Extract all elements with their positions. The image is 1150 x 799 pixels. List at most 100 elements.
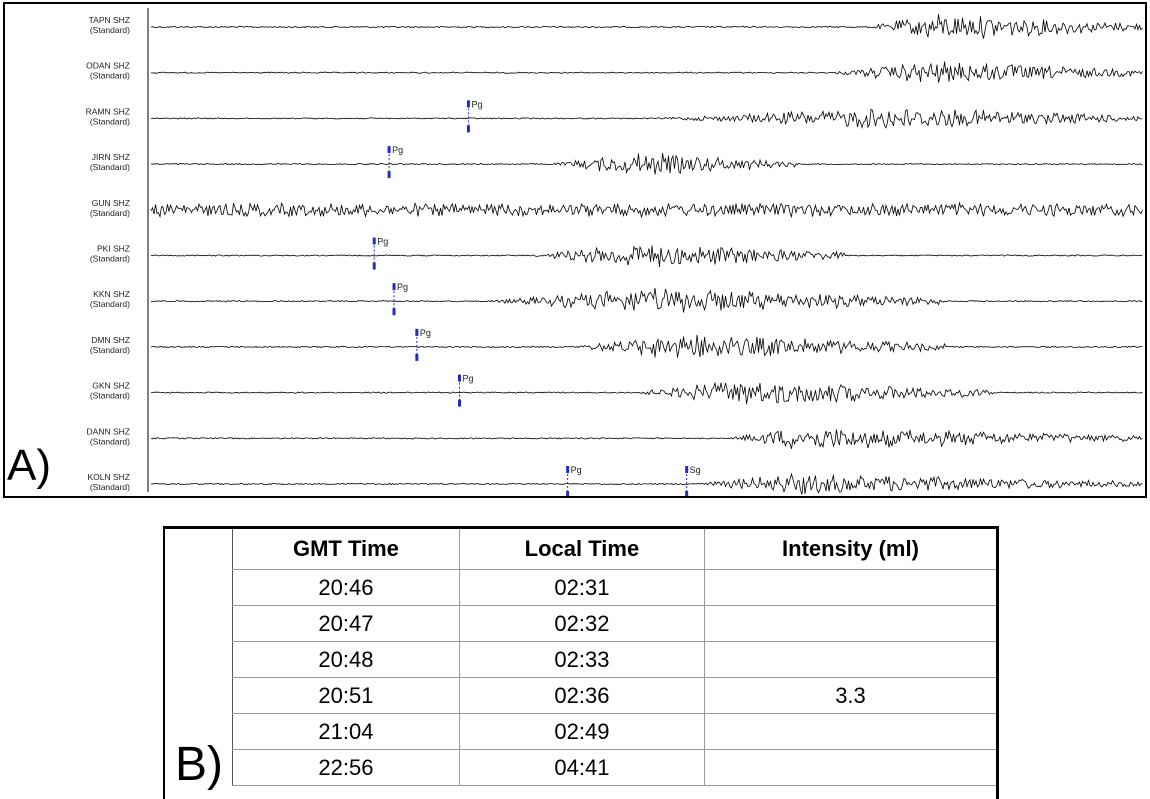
waveform-trace xyxy=(150,245,1143,268)
waveform-trace xyxy=(150,153,1143,175)
cell-intensity: 3.3 xyxy=(703,677,996,714)
station-filter-label: (Standard) xyxy=(90,116,130,126)
station-name-label: JIRN SHZ xyxy=(92,152,130,162)
event-time-table: GMT Time Local Time Intensity (ml) 20:46… xyxy=(232,529,996,786)
cell-local-time: 02:33 xyxy=(458,641,705,678)
station-filter-label: (Standard) xyxy=(90,299,130,309)
phase-pick-tick xyxy=(387,146,391,154)
station-filter-label: (Standard) xyxy=(90,482,130,492)
waveform-trace xyxy=(150,429,1143,449)
cell-gmt-time: 20:47 xyxy=(232,605,460,642)
phase-pick-tick xyxy=(372,262,376,270)
waveform-trace xyxy=(150,61,1143,83)
phase-pick-label: Pg xyxy=(397,282,408,292)
phase-pick-tick xyxy=(372,237,376,245)
cell-intensity xyxy=(703,605,996,642)
station-name-label: GUN SHZ xyxy=(92,198,130,208)
cell-intensity xyxy=(703,749,996,786)
trace-row: DMN SHZ(Standard) Pg xyxy=(90,328,1143,361)
header-gmt-time: GMT Time xyxy=(232,529,460,570)
phase-pick-tick xyxy=(392,308,396,316)
phase-pick-tick xyxy=(685,491,689,496)
station-name-label: PKI SHZ xyxy=(97,244,130,254)
station-name-label: DANN SHZ xyxy=(87,426,130,436)
cell-local-time: 02:32 xyxy=(458,605,705,642)
table-header-row: GMT Time Local Time Intensity (ml) xyxy=(232,529,996,570)
phase-pick-tick xyxy=(415,353,419,361)
phase-pick-label: Sg xyxy=(690,465,701,475)
station-filter-label: (Standard) xyxy=(90,391,130,401)
panel-b-label: B) xyxy=(175,738,223,791)
phase-pick-label: Pg xyxy=(471,99,482,109)
phase-pick-tick xyxy=(415,328,419,336)
station-filter-label: (Standard) xyxy=(90,71,130,81)
cell-local-time: 02:36 xyxy=(458,677,705,714)
phase-pick-tick xyxy=(392,283,396,291)
header-intensity: Intensity (ml) xyxy=(703,529,996,570)
station-name-label: GKN SHZ xyxy=(92,381,130,391)
table-row: 20:47 02:32 xyxy=(232,605,996,642)
table-row: 21:04 02:49 xyxy=(232,713,996,750)
trace-row: JIRN SHZ(Standard) Pg xyxy=(90,145,1143,179)
trace-row: PKI SHZ(Standard) Pg xyxy=(90,237,1143,270)
time-table-panel: B) GMT Time Local Time Intensity (ml) 20… xyxy=(163,526,999,799)
cell-gmt-time: 20:46 xyxy=(232,569,460,606)
table-row: 20:46 02:31 xyxy=(232,569,996,606)
phase-pick-tick xyxy=(466,100,470,108)
station-filter-label: (Standard) xyxy=(90,25,130,35)
cell-gmt-time: 22:56 xyxy=(232,749,460,786)
station-name-label: KKN SHZ xyxy=(93,289,130,299)
header-local-time: Local Time xyxy=(458,529,705,570)
waveform-trace xyxy=(150,287,1143,313)
cell-intensity xyxy=(703,569,996,606)
waveform-trace xyxy=(150,201,1143,219)
station-filter-label: (Standard) xyxy=(90,345,130,355)
cell-intensity xyxy=(703,641,996,678)
station-name-label: TAPN SHZ xyxy=(89,15,130,25)
cell-gmt-time: 20:51 xyxy=(232,677,460,714)
waveform-trace xyxy=(150,108,1143,129)
table-row: 20:48 02:33 xyxy=(232,641,996,678)
phase-pick-label: Pg xyxy=(392,145,403,155)
waveform-trace xyxy=(150,472,1143,495)
phase-pick-tick xyxy=(566,491,570,496)
phase-pick-label: Pg xyxy=(571,465,582,475)
trace-row: RAMN SHZ(Standard) Pg xyxy=(86,99,1143,133)
waveform-trace xyxy=(150,334,1143,358)
station-name-label: KOLN SHZ xyxy=(87,472,130,482)
cell-intensity xyxy=(703,713,996,750)
phase-pick-label: Pg xyxy=(420,328,431,338)
panel-a-label: A) xyxy=(7,441,51,490)
cell-gmt-time: 20:48 xyxy=(232,641,460,678)
station-name-label: ODAN SHZ xyxy=(86,61,130,71)
waveform-trace xyxy=(150,382,1143,405)
phase-pick-tick xyxy=(387,171,391,179)
phase-pick-tick xyxy=(458,399,462,407)
station-filter-label: (Standard) xyxy=(90,162,130,172)
station-filter-label: (Standard) xyxy=(90,208,130,218)
phase-pick-label: Pg xyxy=(377,237,388,247)
phase-pick-tick xyxy=(685,466,689,473)
seismogram-panel: TAPN SHZ (Standard) ODAN SHZ (Standard) RAMN… xyxy=(3,2,1147,498)
cell-local-time: 04:41 xyxy=(458,749,705,786)
seismogram-chart: TAPN SHZ(Standard)ODAN SHZ(Standard)RAMN… xyxy=(86,8,1143,496)
trace-row: GKN SHZ(Standard) Pg xyxy=(90,374,1143,407)
cell-local-time: 02:31 xyxy=(458,569,705,606)
station-name-label: DMN SHZ xyxy=(91,335,130,345)
station-filter-label: (Standard) xyxy=(90,436,130,446)
trace-row: KKN SHZ(Standard) Pg xyxy=(90,282,1143,316)
waveform-trace xyxy=(150,14,1143,39)
cell-gmt-time: 21:04 xyxy=(232,713,460,750)
phase-pick-tick xyxy=(466,125,470,133)
trace-row: ODAN SHZ(Standard) xyxy=(86,61,1143,83)
station-filter-label: (Standard) xyxy=(90,254,130,264)
phase-pick-tick xyxy=(566,466,570,473)
phase-pick-label: Pg xyxy=(463,374,474,384)
table-row: 22:56 04:41 xyxy=(232,749,996,786)
cell-local-time: 02:49 xyxy=(458,713,705,750)
trace-row: KOLN SHZ(Standard) Pg Sg xyxy=(87,465,1143,496)
table-row: 20:51 02:36 3.3 xyxy=(232,677,996,714)
trace-row: GUN SHZ(Standard) xyxy=(90,198,1143,219)
trace-row: TAPN SHZ(Standard) xyxy=(89,14,1143,39)
phase-pick-tick xyxy=(458,374,462,382)
